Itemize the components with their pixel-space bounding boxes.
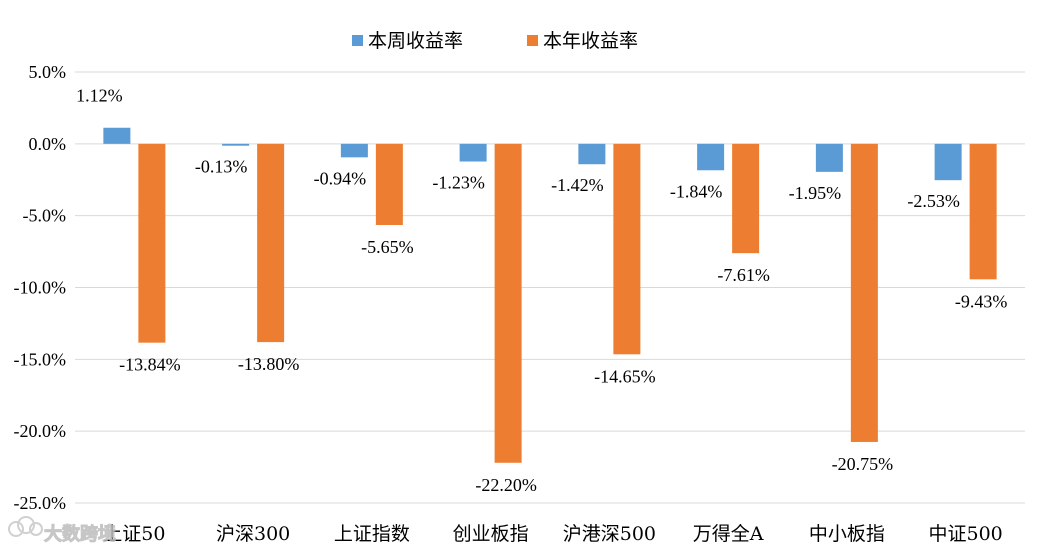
data-label-weekly: -1.23%	[432, 173, 485, 193]
data-label-ytd: -14.65%	[594, 366, 656, 386]
bar-weekly-return	[222, 143, 250, 146]
bar-weekly-return	[103, 127, 131, 144]
data-labels: 1.12% -13.84% -0.13% -13.80% -0.94% -5.65% -1.…	[76, 86, 1007, 495]
x-category-label: 中小板指	[809, 523, 885, 545]
data-label-ytd: -20.75%	[832, 454, 894, 474]
bar-ytd-return	[257, 143, 285, 343]
y-axis-tick-labels: 5.0% 0.0% -5.0% -10.0% -15.0% -20.0% -25.0%	[14, 62, 67, 513]
bar-ytd-return	[494, 143, 522, 463]
legend-swatch-ytd	[527, 35, 538, 46]
x-category-label: 万得全A	[693, 523, 764, 545]
data-label-weekly: -0.94%	[314, 168, 367, 188]
gridlines	[75, 71, 1025, 504]
bar-ytd-return	[375, 143, 403, 226]
data-label-weekly: -0.13%	[195, 157, 248, 177]
x-category-label: 上证指数	[334, 523, 410, 545]
x-axis-category-labels: 上证50 沪深300 上证指数 创业板指 沪港深500 万得全A 中小板指 中证500	[103, 523, 1002, 545]
data-label-weekly: -1.95%	[789, 183, 842, 203]
watermark: 大数跨境	[8, 516, 117, 546]
bar-weekly-return	[340, 143, 368, 158]
data-label-ytd: -13.80%	[238, 354, 300, 374]
y-tick-label: 5.0%	[29, 62, 67, 82]
y-tick-label: 0.0%	[29, 134, 67, 154]
x-category-label: 中证500	[928, 523, 1002, 545]
bar-ytd-return	[613, 143, 641, 355]
watermark-text: 大数跨境	[44, 523, 116, 545]
legend-label-weekly: 本周收益率	[368, 30, 463, 52]
bar-weekly-return	[934, 143, 962, 181]
legend-label-ytd: 本年收益率	[543, 30, 638, 52]
data-label-weekly: -1.84%	[670, 181, 723, 201]
y-tick-label: -20.0%	[14, 421, 67, 441]
bar-ytd-return	[850, 143, 878, 442]
bar-ytd-return	[138, 143, 166, 343]
bar-ytd-return	[732, 143, 760, 254]
x-category-label: 沪深300	[216, 523, 290, 545]
bar-weekly-return	[459, 143, 487, 162]
legend-swatch-weekly	[352, 35, 363, 46]
data-label-weekly: -2.53%	[907, 191, 960, 211]
x-category-label: 上证50	[103, 523, 165, 545]
bar-ytd-return	[969, 143, 997, 280]
y-tick-label: -10.0%	[14, 278, 67, 298]
data-label-ytd: -13.84%	[119, 355, 181, 375]
bar-weekly-return	[578, 143, 606, 165]
y-tick-label: -5.0%	[23, 206, 67, 226]
data-label-ytd: -22.20%	[475, 475, 537, 495]
data-label-weekly: -1.42%	[551, 175, 604, 195]
cloud-logo-icon	[8, 516, 43, 537]
bar-weekly-return	[815, 143, 843, 172]
data-label-weekly: 1.12%	[76, 86, 123, 106]
y-tick-label: -15.0%	[14, 349, 67, 369]
bars	[103, 127, 997, 463]
data-label-ytd: -5.65%	[361, 237, 414, 257]
x-category-label: 创业板指	[453, 523, 529, 545]
y-tick-label: -25.0%	[14, 493, 67, 513]
bar-weekly-return	[697, 143, 725, 171]
legend: 本周收益率 本年收益率	[352, 30, 638, 52]
data-label-ytd: -9.43%	[955, 291, 1008, 311]
x-category-label: 沪港深500	[563, 523, 656, 545]
data-label-ytd: -7.61%	[717, 265, 770, 285]
